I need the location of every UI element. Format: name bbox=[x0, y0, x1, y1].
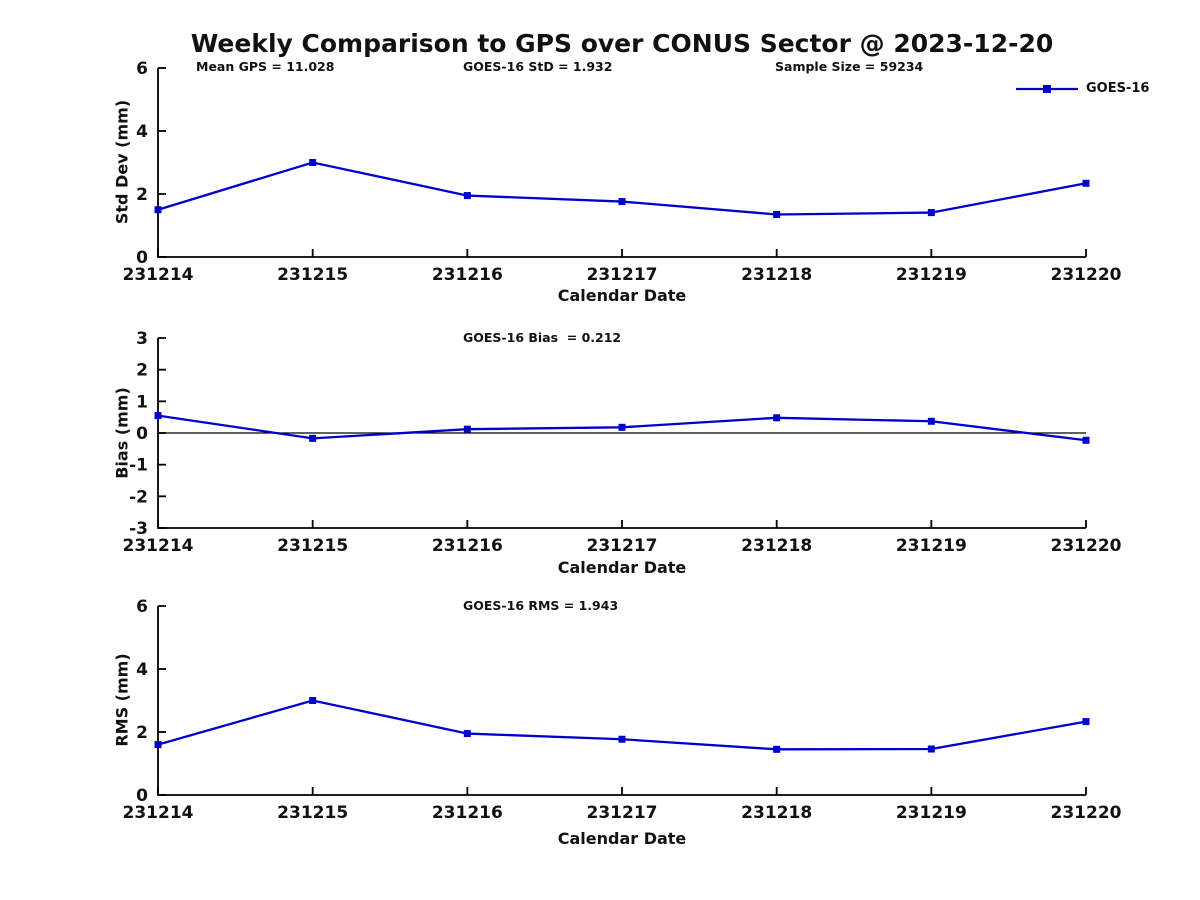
data-point-marker bbox=[1082, 718, 1090, 726]
x-tick-label: 231220 bbox=[1051, 536, 1122, 556]
y-tick-label: 0 bbox=[136, 424, 148, 444]
y-tick-label: 0 bbox=[136, 248, 148, 268]
y-tick-label: 4 bbox=[136, 122, 148, 142]
y-tick-label: -2 bbox=[129, 487, 148, 507]
data-point-marker bbox=[463, 730, 471, 738]
y-tick-label: 6 bbox=[136, 597, 148, 617]
data-point-marker bbox=[618, 423, 626, 431]
data-point-marker bbox=[154, 741, 162, 749]
x-tick-label: 231220 bbox=[1051, 803, 1122, 823]
x-tick-label: 231217 bbox=[587, 803, 658, 823]
x-tick-label: 231215 bbox=[277, 265, 348, 285]
data-point-marker bbox=[309, 159, 317, 166]
panel-rms: 0 2 4 6 231214 231215 231216 231217 231218 231219… bbox=[123, 597, 1122, 823]
x-tick-label: 231216 bbox=[432, 803, 503, 823]
data-point-marker bbox=[154, 412, 162, 420]
x-axis-label-panel3: Calendar Date bbox=[557, 829, 687, 848]
y-tick-label: 2 bbox=[136, 361, 148, 381]
annotation-goes16-std: GOES-16 StD = 1.932 bbox=[463, 59, 613, 74]
annotation-goes16-bias: GOES-16 Bias = 0.212 bbox=[463, 330, 622, 345]
x-tick-label: 231215 bbox=[277, 536, 348, 556]
data-point-marker bbox=[618, 735, 626, 743]
data-point-marker bbox=[1082, 436, 1090, 444]
axis-frame bbox=[157, 606, 1086, 796]
y-tick-label: 1 bbox=[136, 392, 148, 412]
y-tick-label: 2 bbox=[136, 185, 148, 205]
data-point-marker bbox=[773, 745, 781, 753]
x-tick-label: 231218 bbox=[741, 803, 812, 823]
x-tick-label: 231214 bbox=[123, 803, 194, 823]
y-tick-label: 0 bbox=[136, 786, 148, 806]
x-tick-label: 231217 bbox=[587, 536, 658, 556]
x-tick-label: 231214 bbox=[123, 265, 194, 285]
y-tick-label: 2 bbox=[136, 723, 148, 743]
data-point-marker bbox=[309, 434, 317, 442]
data-point-marker bbox=[927, 417, 935, 425]
annotation-mean-gps: Mean GPS = 11.028 bbox=[196, 59, 335, 74]
figure-title: Weekly Comparison to GPS over CONUS Sect… bbox=[190, 29, 1054, 58]
data-point-marker bbox=[463, 192, 471, 200]
legend-line-marker-icon bbox=[1016, 84, 1078, 93]
legend: GOES-16 bbox=[1016, 81, 1149, 96]
data-point-marker bbox=[927, 209, 935, 217]
x-tick-label: 231216 bbox=[432, 265, 503, 285]
data-point-marker bbox=[463, 425, 471, 433]
x-tick-label: 231214 bbox=[123, 536, 194, 556]
data-point-marker bbox=[618, 198, 626, 206]
annotation-sample-size: Sample Size = 59234 bbox=[775, 59, 924, 74]
panel-bias: -3 -2 -1 0 1 2 3 231214 231215 231216 231217 231218… bbox=[123, 329, 1122, 556]
y-axis-label-std-dev: Std Dev (mm) bbox=[112, 99, 132, 225]
y-tick-label: 4 bbox=[136, 660, 148, 680]
x-tick-label: 231218 bbox=[741, 536, 812, 556]
data-point-marker bbox=[154, 206, 162, 214]
y-tick-label: -1 bbox=[129, 456, 148, 476]
axis-frame bbox=[157, 68, 1086, 258]
x-axis-label-panel2: Calendar Date bbox=[557, 558, 687, 577]
data-point-marker bbox=[773, 414, 781, 422]
panel-std-dev: 0 2 4 6 231214 231215 231216 231217 231218 231219… bbox=[123, 59, 1122, 285]
y-tick-label: -3 bbox=[129, 519, 148, 539]
x-tick-label: 231219 bbox=[896, 536, 967, 556]
x-tick-label: 231220 bbox=[1051, 265, 1122, 285]
x-tick-label: 231219 bbox=[896, 803, 967, 823]
y-axis-label-rms: RMS (mm) bbox=[112, 653, 132, 747]
data-point-marker bbox=[309, 697, 317, 704]
legend-label: GOES-16 bbox=[1086, 81, 1150, 96]
x-tick-label: 231219 bbox=[896, 265, 967, 285]
annotation-goes16-rms: GOES-16 RMS = 1.943 bbox=[463, 598, 619, 613]
data-point-marker bbox=[927, 745, 935, 753]
x-tick-label: 231218 bbox=[741, 265, 812, 285]
data-point-marker bbox=[1082, 179, 1090, 187]
data-line-goes-16 bbox=[157, 161, 1087, 216]
x-tick-label: 231217 bbox=[587, 265, 658, 285]
data-point-marker bbox=[773, 210, 781, 218]
y-tick-label: 3 bbox=[136, 329, 148, 349]
y-tick-label: 6 bbox=[136, 59, 148, 79]
y-axis-label-bias: Bias (mm) bbox=[112, 387, 132, 479]
x-axis-label-panel1: Calendar Date bbox=[557, 286, 687, 305]
x-tick-label: 231215 bbox=[277, 803, 348, 823]
x-tick-label: 231216 bbox=[432, 536, 503, 556]
